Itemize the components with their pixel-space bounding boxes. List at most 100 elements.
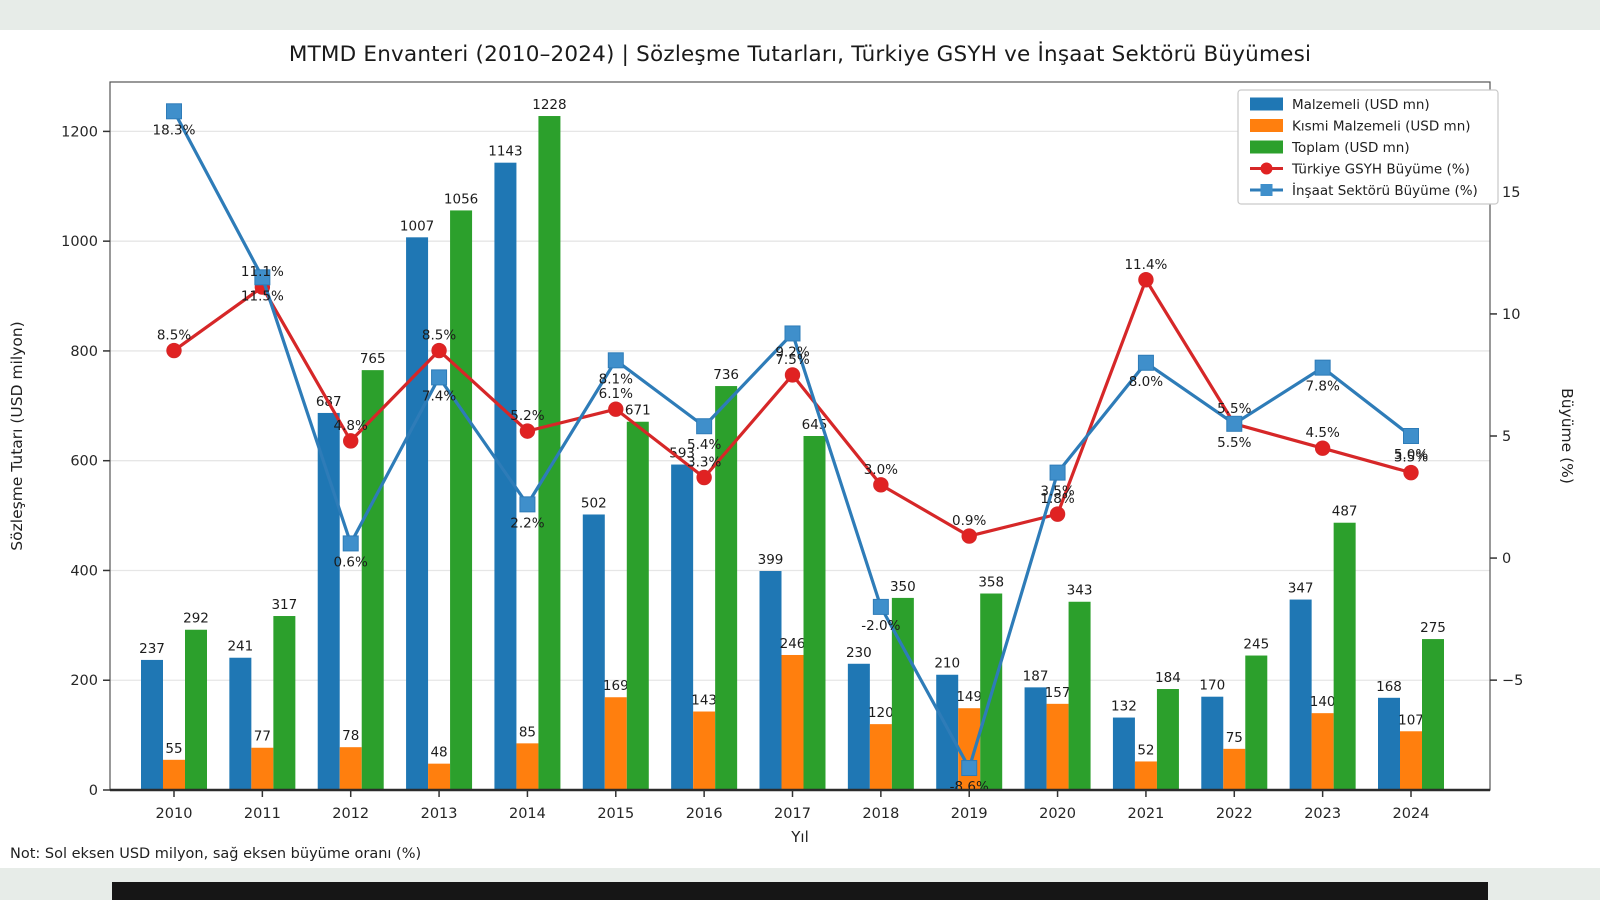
svg-text:600: 600 [70,454,98,470]
svg-text:157: 157 [1045,685,1071,701]
legend-swatch [1250,97,1283,111]
svg-text:292: 292 [183,611,209,627]
svg-text:55: 55 [165,741,182,757]
legend: Malzemeli (USD mn) Kısmi Malzemeli (USD m… [1237,89,1499,205]
bar [361,370,384,790]
svg-text:3.5%: 3.5% [1394,450,1428,466]
svg-text:2011: 2011 [244,806,281,822]
line-marker [166,103,182,120]
svg-text:245: 245 [1243,637,1269,653]
svg-text:132: 132 [1111,699,1137,715]
bar [1024,687,1047,790]
bar [141,659,163,790]
svg-text:2020: 2020 [1039,806,1076,822]
svg-text:107: 107 [1398,712,1424,728]
svg-text:1143: 1143 [488,144,522,160]
svg-text:246: 246 [780,636,806,652]
svg-text:15: 15 [1502,185,1520,201]
right-axis-title: Büyüme (%) [1558,388,1576,484]
svg-text:184: 184 [1155,670,1181,686]
svg-text:4.5%: 4.5% [1305,425,1339,441]
bar [516,743,539,790]
line-marker [961,760,978,777]
svg-text:343: 343 [1067,583,1093,599]
svg-text:317: 317 [271,597,297,613]
svg-text:78: 78 [342,728,359,744]
svg-text:1000: 1000 [61,234,98,250]
line-marker [1138,272,1154,288]
bar [1378,697,1400,790]
bar [1333,522,1356,790]
line-marker [608,401,624,417]
svg-text:187: 187 [1023,668,1049,684]
bar [759,571,782,790]
svg-text:Türkiye GSYH Büyüme (%): Türkiye GSYH Büyüme (%) [1291,162,1470,178]
svg-text:3.5%: 3.5% [1040,484,1074,500]
svg-text:1228: 1228 [532,97,566,113]
x-axis-title: Yıl [790,828,809,846]
bar [163,759,185,790]
line-marker [784,367,801,383]
svg-text:11.4%: 11.4% [1124,257,1167,273]
bar [538,116,561,791]
svg-text:1200: 1200 [61,124,98,140]
top-background-band [0,0,1600,30]
svg-text:120: 120 [868,705,894,721]
bar [1068,601,1091,790]
bar [1289,599,1312,790]
bar [1400,731,1422,790]
line-marker [961,528,977,544]
svg-text:230: 230 [846,645,872,661]
bar [936,674,959,790]
line-marker [431,369,448,386]
line-marker [431,342,447,359]
svg-text:2015: 2015 [597,806,634,822]
svg-text:241: 241 [227,639,253,655]
svg-text:2013: 2013 [421,806,458,822]
legend-swatch [1250,140,1283,154]
svg-text:1056: 1056 [444,191,478,207]
svg-text:0: 0 [89,783,98,799]
svg-text:3.0%: 3.0% [864,462,898,478]
svg-text:52: 52 [1137,742,1154,758]
bar [185,629,207,790]
bar [251,747,274,790]
line-marker [696,418,713,435]
svg-text:5.5%: 5.5% [1217,435,1251,451]
svg-text:75: 75 [1226,730,1243,746]
bar [781,654,804,790]
svg-text:Toplam (USD mn): Toplam (USD mn) [1291,140,1410,156]
line-marker [696,469,712,486]
legend-marker [1260,162,1273,175]
legend-marker [1260,184,1273,196]
svg-text:487: 487 [1332,504,1358,520]
svg-text:2019: 2019 [951,806,988,822]
svg-text:358: 358 [978,575,1004,591]
bar [626,421,649,790]
line-marker [1314,359,1331,376]
svg-text:593: 593 [669,446,695,462]
svg-text:48: 48 [430,745,447,761]
line-marker [342,535,359,552]
svg-text:8.1%: 8.1% [599,371,633,387]
line-marker [607,352,624,369]
svg-text:7.8%: 7.8% [1305,379,1339,395]
chart-footnote: Not: Sol eksen USD milyon, sağ eksen büy… [10,846,422,862]
line-marker [519,423,536,439]
svg-text:10: 10 [1502,307,1520,323]
svg-text:Malzemeli (USD mn): Malzemeli (USD mn) [1292,97,1430,113]
bar [1046,703,1069,790]
svg-text:77: 77 [254,729,271,745]
bar-series-1: 55 77 78 48 85 169 143 246 120 149 157 52 75 140 107 [163,636,1424,790]
bar [847,663,870,790]
line-value-labels: 8.5% 11.1% 4.8% 8.5% 5.2% 6.1% 3.3% 7.5% 3.0% 0.9… [153,122,1429,795]
bar [671,464,694,790]
bar [869,724,892,790]
svg-text:736: 736 [713,367,739,383]
svg-text:6.1%: 6.1% [599,386,633,402]
svg-text:2022: 2022 [1216,806,1253,822]
line-marker [519,496,536,513]
svg-text:149: 149 [956,689,982,705]
